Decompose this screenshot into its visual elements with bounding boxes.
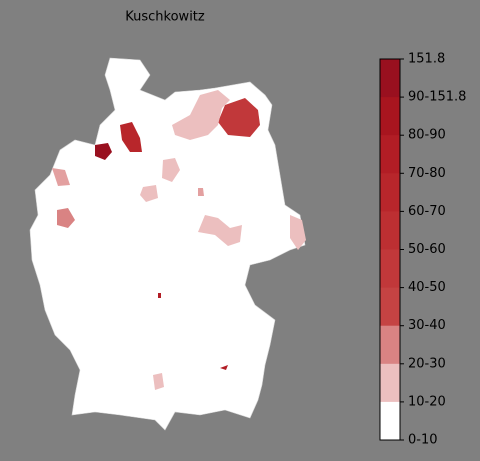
map-title: Kuschkowitz: [125, 10, 205, 25]
colorbar-segment: [380, 97, 400, 136]
region: [290, 215, 306, 250]
region: [218, 98, 260, 137]
region: [172, 90, 230, 140]
colorbar-label: 0-10: [408, 433, 438, 448]
colorbar-label: 20-30: [408, 356, 446, 371]
germany-map: [29, 57, 306, 431]
colorbar-label: 90-151.8: [408, 90, 466, 105]
colorbar-label: 60-70: [408, 204, 446, 219]
region: [140, 185, 158, 202]
colorbar-label: 50-60: [408, 242, 446, 257]
colorbar-label: 30-40: [408, 318, 446, 333]
colorbar-segment: [380, 287, 400, 327]
colorbar-label: 70-80: [408, 166, 446, 181]
colorbar-label: 80-90: [408, 128, 446, 143]
colorbar-segment: [380, 363, 400, 403]
region: [158, 293, 161, 298]
region: [153, 373, 164, 390]
colorbar-segment: [380, 401, 400, 441]
colorbar: 151.8 90-151.8 80-90 70-80 60-70 50-60 40-50 30…: [379, 52, 466, 448]
colorbar-segment: [380, 173, 400, 212]
region: [162, 158, 180, 182]
colorbar-segment: [380, 59, 400, 98]
colorbar-segment: [380, 135, 400, 174]
colorbar-label: 151.8: [408, 52, 445, 67]
region: [52, 168, 70, 186]
colorbar-label: 40-50: [408, 280, 446, 295]
region: [57, 208, 75, 228]
region: [120, 122, 142, 152]
region: [95, 143, 112, 160]
region: [198, 215, 242, 246]
region: [198, 188, 204, 196]
colorbar-segment: [380, 211, 400, 250]
colorbar-segment: [380, 325, 400, 365]
colorbar-label: 10-20: [408, 394, 446, 409]
colorbar-segment: [380, 249, 400, 289]
region: [220, 365, 228, 370]
